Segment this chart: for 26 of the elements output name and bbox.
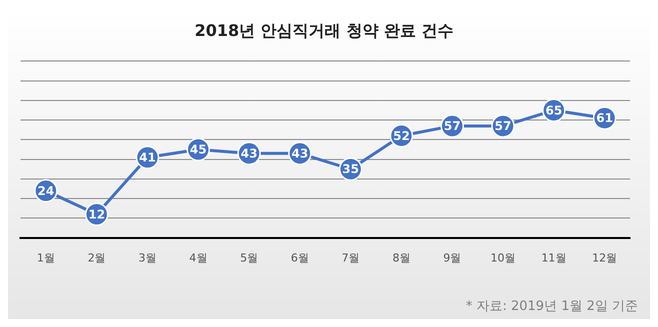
chart-title: 2018년 안심직거래 청약 완료 건수 xyxy=(194,20,454,40)
x-tick-label: 8월 xyxy=(392,251,410,264)
data-label: 24 xyxy=(38,184,54,198)
x-tick-label: 4월 xyxy=(189,251,208,264)
x-tick-label: 12월 xyxy=(592,251,618,264)
x-tick-label: 5월 xyxy=(240,251,258,264)
data-label: 41 xyxy=(139,150,156,164)
data-label: 61 xyxy=(596,111,613,126)
data-label: 57 xyxy=(444,119,461,134)
x-tick-label: 11월 xyxy=(541,251,566,264)
x-tick-label: 6월 xyxy=(290,251,309,264)
data-label: 52 xyxy=(393,128,410,143)
text: * 자료: 2019년 1월 2일 기준 xyxy=(466,298,638,314)
x-tick-label: 10월 xyxy=(490,251,516,264)
data-label: 65 xyxy=(545,103,562,118)
data-label: 12 xyxy=(88,207,106,222)
x-tick-label: 2월 xyxy=(88,251,106,264)
x-tick-label: 9월 xyxy=(443,251,462,264)
x-tick-label: 3월 xyxy=(138,251,156,264)
data-label: 43 xyxy=(292,146,308,161)
x-tick-label: 1월 xyxy=(36,251,55,264)
x-tick-label: 7월 xyxy=(342,251,360,264)
data-label: 45 xyxy=(190,142,207,157)
data-label: 35 xyxy=(342,162,359,176)
data-label: 57 xyxy=(494,119,512,134)
data-label: 43 xyxy=(240,146,258,161)
